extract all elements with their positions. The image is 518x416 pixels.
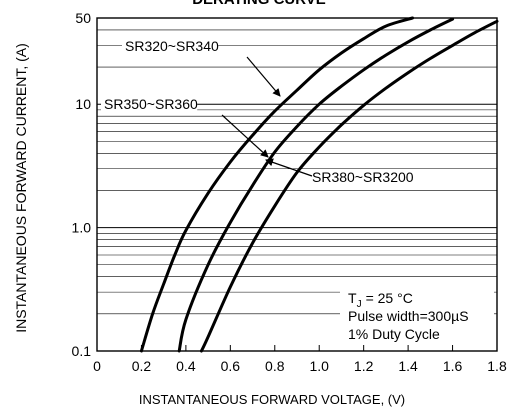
- series-label-bg: [122, 38, 219, 55]
- note-duty-cycle: 1% Duty Cycle: [348, 326, 440, 342]
- x-tick-label: 0.2: [132, 358, 152, 374]
- series-label-3: SR380~SR3200: [312, 169, 414, 185]
- x-tick-label: 1.2: [354, 358, 374, 374]
- note-pulse-width: Pulse width=300µS: [348, 308, 469, 324]
- series-leader-2: [221, 114, 269, 158]
- y-tick-label: 1.0: [72, 220, 92, 236]
- chart-title: DERATING CURVE: [0, 0, 518, 8]
- series-labels: SR320~SR340 SR350~SR360 SR380~SR3200: [101, 38, 414, 186]
- x-axis-label: INSTANTANEOUS FORWARD VOLTAGE, (V): [139, 392, 405, 407]
- x-tick-label: 0.4: [176, 358, 196, 374]
- y-axis-label: INSTANTANEOUS FORWARD CURRENT, (A): [13, 43, 29, 333]
- note-bg: [340, 285, 494, 343]
- series-line-1: [139, 16, 415, 353]
- y-tick-labels: 0.1 1.0 10 50: [72, 10, 92, 359]
- tick-marks: [96, 345, 498, 351]
- series-label-1: SR320~SR340: [125, 38, 219, 54]
- x-tick-label: 0.8: [265, 358, 285, 374]
- x-tick-label: 1.6: [443, 358, 463, 374]
- series-line-2: [177, 17, 455, 353]
- y-tick-label: 10: [75, 96, 91, 112]
- series-leader-3: [265, 158, 313, 177]
- x-tick-label: 1.0: [309, 358, 329, 374]
- series-leader-1: [246, 56, 281, 97]
- y-tick-label: 50: [75, 10, 91, 26]
- note-temperature-sub: J: [357, 299, 362, 310]
- x-tick-label: 1.8: [487, 358, 507, 374]
- x-tick-labels: 0 0.2 0.4 0.6 0.8 1.0 1.2 1.4 1.6 1.8: [93, 358, 507, 374]
- x-tick-label: 0.6: [221, 358, 241, 374]
- plot-frame: [96, 17, 498, 352]
- series-curves: [139, 16, 499, 353]
- series-label-2: SR350~SR360: [104, 96, 198, 112]
- note-temperature-value: = 25 °C: [366, 290, 413, 306]
- series-label-bg: [101, 96, 198, 113]
- series-line-3: [199, 19, 499, 353]
- series-label-bg: [309, 169, 414, 186]
- x-tick-label: 0: [93, 358, 101, 374]
- y-tick-label: 0.1: [72, 343, 92, 359]
- x-tick-label: 1.4: [398, 358, 418, 374]
